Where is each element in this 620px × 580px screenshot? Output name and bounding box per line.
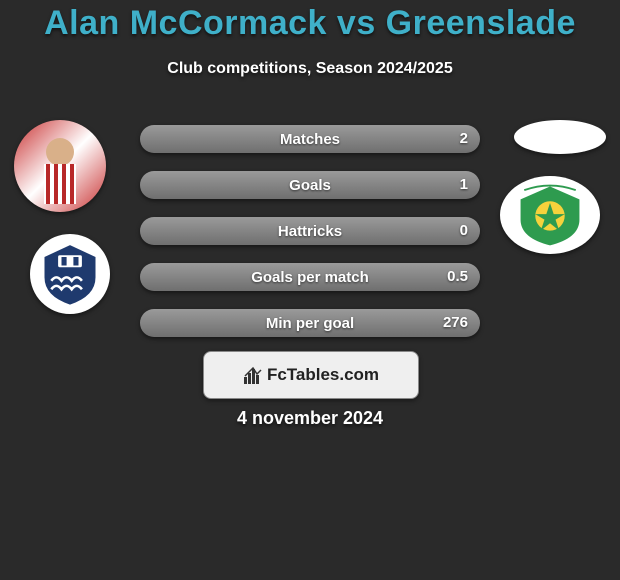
stat-right-value: 1 bbox=[460, 171, 468, 199]
stat-label: Goals bbox=[289, 177, 331, 194]
stats-list: Matches 2 Goals 1 Hattricks 0 Goals per … bbox=[140, 125, 480, 355]
comparison-card: Alan McCormack vs Greenslade Club compet… bbox=[0, 0, 620, 580]
chart-bars-icon bbox=[243, 365, 263, 385]
page-subtitle: Club competitions, Season 2024/2025 bbox=[0, 60, 620, 78]
stat-label: Hattricks bbox=[278, 223, 342, 240]
stat-label: Matches bbox=[280, 131, 340, 148]
stat-row: Matches 2 bbox=[140, 125, 480, 153]
stat-right-value: 0.5 bbox=[447, 263, 468, 291]
stat-row: Goals per match 0.5 bbox=[140, 263, 480, 291]
source-badge[interactable]: FcTables.com bbox=[203, 351, 419, 399]
club-left-crest bbox=[30, 234, 110, 314]
source-badge-label: FcTables.com bbox=[267, 365, 379, 385]
stat-right-value: 2 bbox=[460, 125, 468, 153]
stat-right-value: 0 bbox=[460, 217, 468, 245]
stat-label: Goals per match bbox=[251, 269, 369, 286]
stat-row: Hattricks 0 bbox=[140, 217, 480, 245]
stat-row: Goals 1 bbox=[140, 171, 480, 199]
stat-row: Min per goal 276 bbox=[140, 309, 480, 337]
stat-label: Min per goal bbox=[266, 315, 354, 332]
player-left-avatar bbox=[14, 120, 106, 212]
club-right-crest-icon bbox=[504, 179, 596, 251]
card-date: 4 november 2024 bbox=[0, 408, 620, 429]
player-left-silhouette-icon bbox=[14, 120, 106, 212]
page-title: Alan McCormack vs Greenslade bbox=[0, 4, 620, 43]
club-right-crest bbox=[500, 176, 600, 254]
club-left-crest-icon bbox=[36, 240, 104, 308]
stat-right-value: 276 bbox=[443, 309, 468, 337]
player-right-avatar bbox=[514, 120, 606, 154]
